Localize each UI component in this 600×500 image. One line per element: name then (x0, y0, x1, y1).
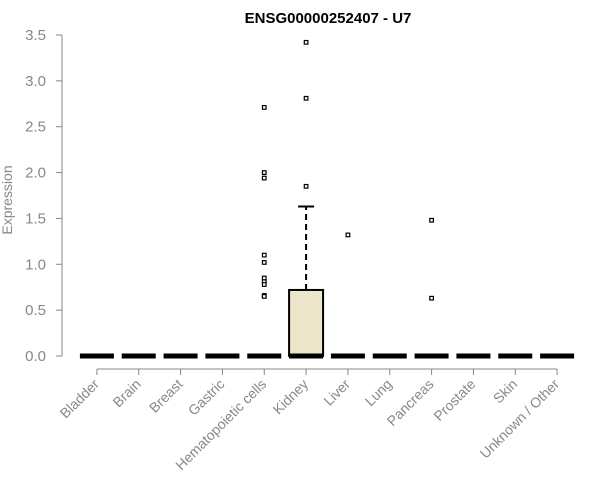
outlier-point (429, 295, 434, 301)
plot-area (79, 39, 575, 359)
y-tick-label: 3.5 (25, 27, 46, 44)
x-tick-label: Brain (109, 376, 143, 410)
outlier-point (303, 39, 309, 45)
y-tick-label: 0.5 (25, 302, 46, 319)
y-axis: 0.0 0.5 1.0 1.5 2.0 2.5 3.0 3.5 (25, 27, 63, 365)
outlier-point (261, 170, 267, 175)
outlier-point (261, 260, 267, 265)
box-rect (288, 288, 325, 358)
x-tick-label: Lung (362, 376, 395, 409)
x-tick-label: Bladder (57, 376, 103, 422)
outlier-point (303, 95, 309, 101)
y-tick-label: 1.0 (25, 256, 46, 273)
y-tick-label: 2.0 (25, 165, 46, 182)
y-axis-label: Expression (0, 165, 15, 234)
outlier-point (261, 252, 267, 258)
x-tick-label: Liver (320, 376, 353, 409)
outlier-point (261, 293, 267, 299)
outlier-point (303, 183, 309, 189)
x-tick-label: Prostate (430, 376, 478, 424)
x-tick-label: Breast (146, 376, 186, 416)
box-hematopoietic-cells (247, 105, 282, 359)
outlier-point (261, 275, 267, 281)
x-tick-label: Pancreas (384, 376, 437, 429)
chart-title: ENSG00000252407 - U7 (245, 10, 412, 27)
outlier-point (261, 105, 267, 110)
x-tick-label: Unknown / Other (477, 376, 563, 462)
x-tick-label: Skin (490, 376, 521, 407)
box-kidney (288, 39, 325, 359)
outlier-point (261, 175, 267, 181)
box-pancreas (414, 217, 449, 359)
y-tick-label: 3.0 (25, 73, 46, 90)
y-tick-label: 0.0 (25, 348, 46, 365)
x-tick-label: Kidney (270, 376, 312, 418)
outlier-point (429, 217, 434, 223)
y-tick-label: 2.5 (25, 119, 46, 136)
box-liver (330, 232, 365, 359)
y-tick-label: 1.5 (25, 210, 46, 227)
outlier-point (345, 232, 351, 238)
outlier-point (261, 282, 267, 287)
